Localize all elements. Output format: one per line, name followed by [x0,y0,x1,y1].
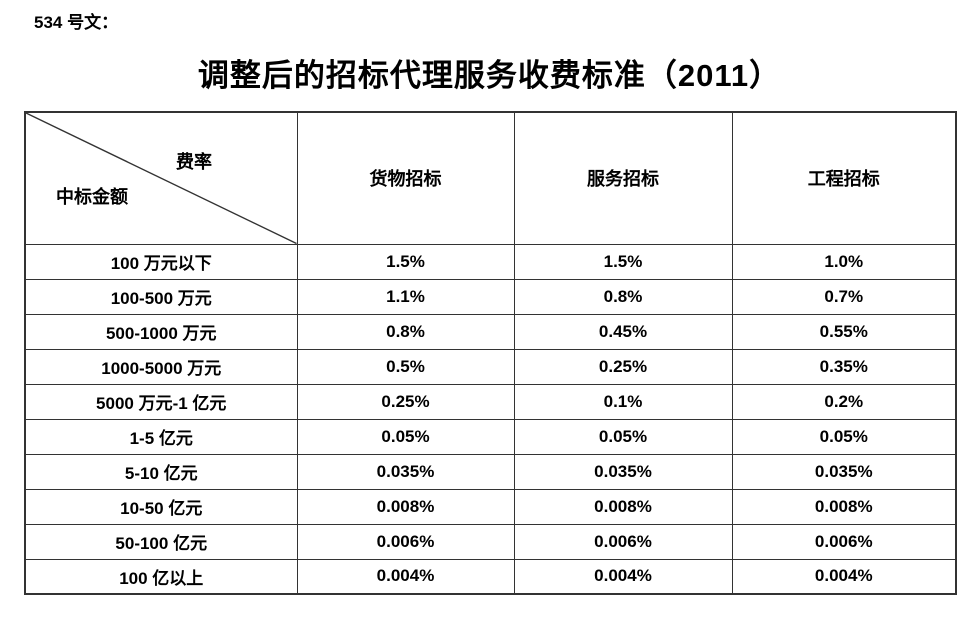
amount-range-cell: 100-500 万元 [24,278,298,315]
diagonal-line [26,113,297,244]
page-title: 调整后的招标代理服务收费标准（2011） [197,58,782,93]
column-header-service: 服务招标 [513,111,733,245]
rate-cell: 0.05% [296,418,515,455]
rate-cell: 0.45% [513,313,733,350]
column-header-engineering: 工程招标 [731,111,957,245]
rate-cell: 1.5% [296,243,515,280]
rate-cell: 0.5% [296,348,515,385]
rate-cell: 1.1% [296,278,515,315]
rate-cell: 0.004% [513,558,733,595]
table-row: 100-500 万元 1.1% 0.8% 0.7% [24,278,957,315]
table-row: 5-10 亿元 0.035% 0.035% 0.035% [24,453,957,490]
amount-range-cell: 100 万元以下 [24,243,298,280]
table-row: 500-1000 万元 0.8% 0.45% 0.55% [24,313,957,350]
table-row: 100 万元以下 1.5% 1.5% 1.0% [24,243,957,280]
table-row: 50-100 亿元 0.006% 0.006% 0.006% [24,523,957,560]
rate-cell: 0.035% [513,453,733,490]
table-row: 100 亿以上 0.004% 0.004% 0.004% [24,558,957,595]
rate-cell: 0.006% [513,523,733,560]
corner-cell: 费率 中标金额 [24,111,298,245]
amount-range-cell: 10-50 亿元 [24,488,298,525]
amount-range-cell: 5000 万元-1 亿元 [24,383,298,420]
rate-cell: 0.006% [731,523,957,560]
fee-standard-table: 费率 中标金额 货物招标 服务招标 工程招标 100 万元以下 1.5% 1.5… [24,111,957,595]
rate-cell: 0.035% [731,453,957,490]
rate-cell: 0.25% [513,348,733,385]
amount-range-cell: 100 亿以上 [24,558,298,595]
table-row: 5000 万元-1 亿元 0.25% 0.1% 0.2% [24,383,957,420]
rate-cell: 0.7% [731,278,957,315]
doc-number-label: 534 号文： [34,13,119,32]
amount-range-cell: 1-5 亿元 [24,418,298,455]
rate-cell: 0.1% [513,383,733,420]
corner-fee-rate-label: 费率 [176,152,212,172]
table-row: 1000-5000 万元 0.5% 0.25% 0.35% [24,348,957,385]
rate-cell: 0.008% [513,488,733,525]
rate-cell: 1.5% [513,243,733,280]
rate-cell: 0.55% [731,313,957,350]
amount-range-cell: 1000-5000 万元 [24,348,298,385]
rate-cell: 0.05% [731,418,957,455]
amount-range-cell: 500-1000 万元 [24,313,298,350]
amount-range-cell: 50-100 亿元 [24,523,298,560]
rate-cell: 0.25% [296,383,515,420]
rate-cell: 0.2% [731,383,957,420]
rate-cell: 0.008% [731,488,957,525]
rate-cell: 0.8% [296,313,515,350]
corner-bid-amount-label: 中标金额 [56,187,128,207]
rate-cell: 0.035% [296,453,515,490]
rate-cell: 1.0% [731,243,957,280]
header-row: 费率 中标金额 货物招标 服务招标 工程招标 [24,111,957,245]
rate-cell: 0.05% [513,418,733,455]
rate-cell: 0.004% [731,558,957,595]
rate-cell: 0.8% [513,278,733,315]
rate-cell: 0.008% [296,488,515,525]
column-header-goods: 货物招标 [296,111,515,245]
rate-cell: 0.006% [296,523,515,560]
table-row: 1-5 亿元 0.05% 0.05% 0.05% [24,418,957,455]
rate-cell: 0.35% [731,348,957,385]
amount-range-cell: 5-10 亿元 [24,453,298,490]
rate-cell: 0.004% [296,558,515,595]
table-row: 10-50 亿元 0.008% 0.008% 0.008% [24,488,957,525]
